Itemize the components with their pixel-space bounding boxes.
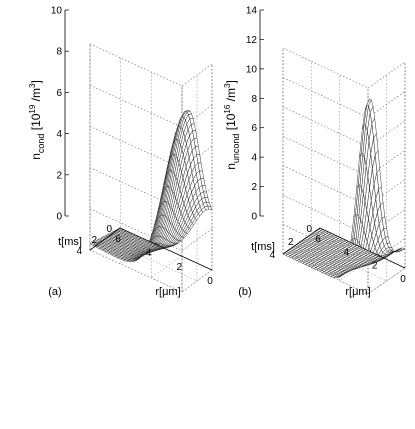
z-label-part: uncond xyxy=(231,134,241,164)
z-label-part: 19 xyxy=(28,104,37,113)
z-axis-label: ncond [1019 /m3] xyxy=(28,80,46,160)
x-tick-label: 6 xyxy=(115,234,121,245)
z-tick-label: 4 xyxy=(56,129,62,140)
z-tick-label: 6 xyxy=(251,123,257,134)
z-label-part: /m xyxy=(29,88,43,105)
y-tick-label: 0 xyxy=(106,224,112,235)
z-tick-label: 8 xyxy=(251,94,257,105)
x-tick-label: 4 xyxy=(146,248,152,259)
z-label-part: n xyxy=(224,163,238,170)
z-label-part: 16 xyxy=(223,104,232,113)
z-tick-label: 10 xyxy=(51,6,63,17)
x-tick-label: 0 xyxy=(400,274,406,285)
z-tick-label: 8 xyxy=(56,47,62,58)
z-label-part: 3 xyxy=(28,83,37,88)
y-axis-line xyxy=(282,227,321,255)
grid-line xyxy=(89,43,213,87)
surface xyxy=(89,109,213,263)
y-axis-label: t[ms] xyxy=(58,236,82,248)
z-tick-label: 14 xyxy=(246,6,258,17)
z-label-part: 3 xyxy=(223,83,232,88)
z-label-part: /m xyxy=(224,88,238,105)
panel-b: 0 2 4 6 8 10 12 14 6 4 2 0 4 2 0 r[μm] t[ms] (b) nuncond [… xyxy=(223,6,406,299)
y-tick-label: 4 xyxy=(269,250,275,261)
z-tick-label: 4 xyxy=(251,153,257,164)
x-tick-label: 2 xyxy=(177,262,183,273)
grid-line xyxy=(282,136,406,177)
x-axis-line xyxy=(119,227,213,271)
panel-label: (a) xyxy=(48,286,61,298)
y-tick-label: 0 xyxy=(306,224,312,235)
grid-line xyxy=(89,44,121,251)
surface-cell xyxy=(207,205,213,210)
y-axis-label: t[ms] xyxy=(251,241,275,253)
y-tick-label: 2 xyxy=(288,237,294,248)
z-tick-label: 6 xyxy=(56,88,62,99)
z-label-part: n xyxy=(29,153,43,160)
z-tick-label: 12 xyxy=(246,35,258,46)
grid-line xyxy=(282,47,406,89)
y-tick-label: 2 xyxy=(91,235,97,246)
z-tick-label: 10 xyxy=(246,64,258,75)
grid-line xyxy=(301,75,387,282)
x-axis-line xyxy=(319,227,406,269)
z-label-part: [10 xyxy=(29,113,43,133)
surface-cell xyxy=(399,247,406,250)
grid-line xyxy=(319,62,406,269)
z-tick-label: 2 xyxy=(56,170,62,181)
x-axis-label: r[μm] xyxy=(155,286,180,298)
grid-line xyxy=(282,106,406,148)
x-tick-label: 6 xyxy=(315,234,321,245)
y-axis-line xyxy=(89,227,121,251)
grid-line xyxy=(282,48,321,255)
y-tick-label: 4 xyxy=(76,246,82,257)
z-label-part: ] xyxy=(224,80,238,83)
z-tick-label: 0 xyxy=(251,212,257,223)
z-tick-label: 2 xyxy=(251,182,257,193)
x-tick-label: 4 xyxy=(344,247,350,258)
z-label-part: ] xyxy=(29,80,43,83)
z-label-part: cond xyxy=(36,134,46,154)
x-tick-label: 2 xyxy=(372,261,378,272)
panel-label: (b) xyxy=(238,286,251,298)
grid-line xyxy=(119,64,213,271)
x-tick-label: 0 xyxy=(207,276,213,287)
z-axis-label: nuncond [1016 /m3] xyxy=(223,80,241,170)
z-label-part: [10 xyxy=(224,113,238,133)
x-axis-label: r[μm] xyxy=(345,286,370,298)
surface xyxy=(282,98,406,279)
z-tick-label: 0 xyxy=(56,212,62,223)
